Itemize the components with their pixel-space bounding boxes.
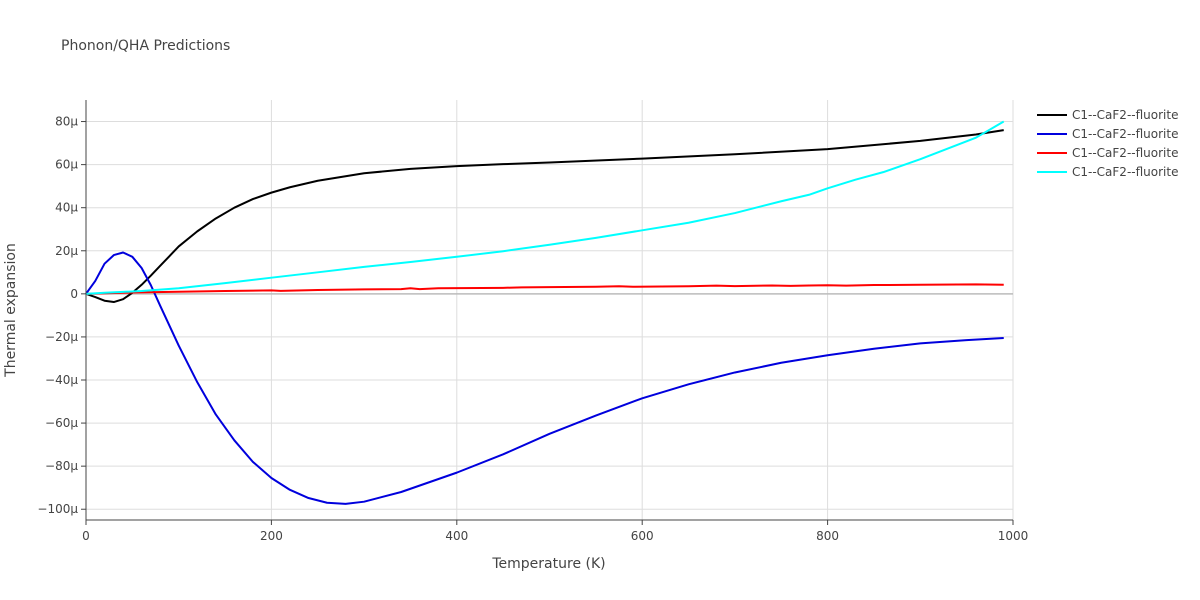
y-tick-label: 60μ (55, 158, 78, 172)
y-tick-label: −80μ (45, 459, 78, 473)
axis-layer (81, 100, 1014, 525)
y-tick-labels: −100μ −80μ −60μ −40μ −20μ 0 20μ 40μ 60μ 80μ (37, 115, 78, 517)
legend-item-2[interactable]: C1--CaF2--fluorite (1037, 127, 1178, 141)
legend-item-4[interactable]: C1--CaF2--fluorite (1037, 165, 1178, 179)
y-tick-label: 20μ (55, 244, 78, 258)
y-tick-label: 40μ (55, 201, 78, 215)
x-tick-label: 200 (260, 529, 283, 543)
y-axis-label: Thermal expansion (3, 243, 19, 378)
series-line-3 (85, 283, 1004, 295)
y-tick-label: 80μ (55, 115, 78, 129)
series-layer (85, 120, 1005, 505)
y-tick-label: −60μ (45, 416, 78, 430)
series-line-2 (85, 251, 1004, 505)
y-tick-label: 0 (70, 287, 78, 301)
legend-label: C1--CaF2--fluorite (1072, 108, 1178, 122)
grid-layer (86, 100, 1014, 520)
chart-title: Phonon/QHA Predictions (61, 38, 230, 54)
legend-label: C1--CaF2--fluorite (1072, 146, 1178, 160)
legend: C1--CaF2--fluorite C1--CaF2--fluorite C1--… (1037, 108, 1178, 179)
series-line-4 (85, 120, 1005, 295)
y-tick-label: −20μ (45, 330, 78, 344)
legend-item-3[interactable]: C1--CaF2--fluorite (1037, 146, 1178, 160)
x-tick-label: 400 (445, 529, 468, 543)
series-line-1 (85, 129, 1004, 304)
x-tick-labels: 0 200 400 600 800 1000 (82, 529, 1028, 543)
x-tick-label: 1000 (998, 529, 1029, 543)
legend-item-1[interactable]: C1--CaF2--fluorite (1037, 108, 1178, 122)
legend-label: C1--CaF2--fluorite (1072, 127, 1178, 141)
x-axis-label: Temperature (K) (491, 556, 605, 572)
x-tick-label: 800 (816, 529, 839, 543)
x-tick-label: 0 (82, 529, 90, 543)
legend-label: C1--CaF2--fluorite (1072, 165, 1178, 179)
x-tick-label: 600 (631, 529, 654, 543)
y-tick-label: −40μ (45, 373, 78, 387)
y-tick-label: −100μ (37, 502, 78, 516)
